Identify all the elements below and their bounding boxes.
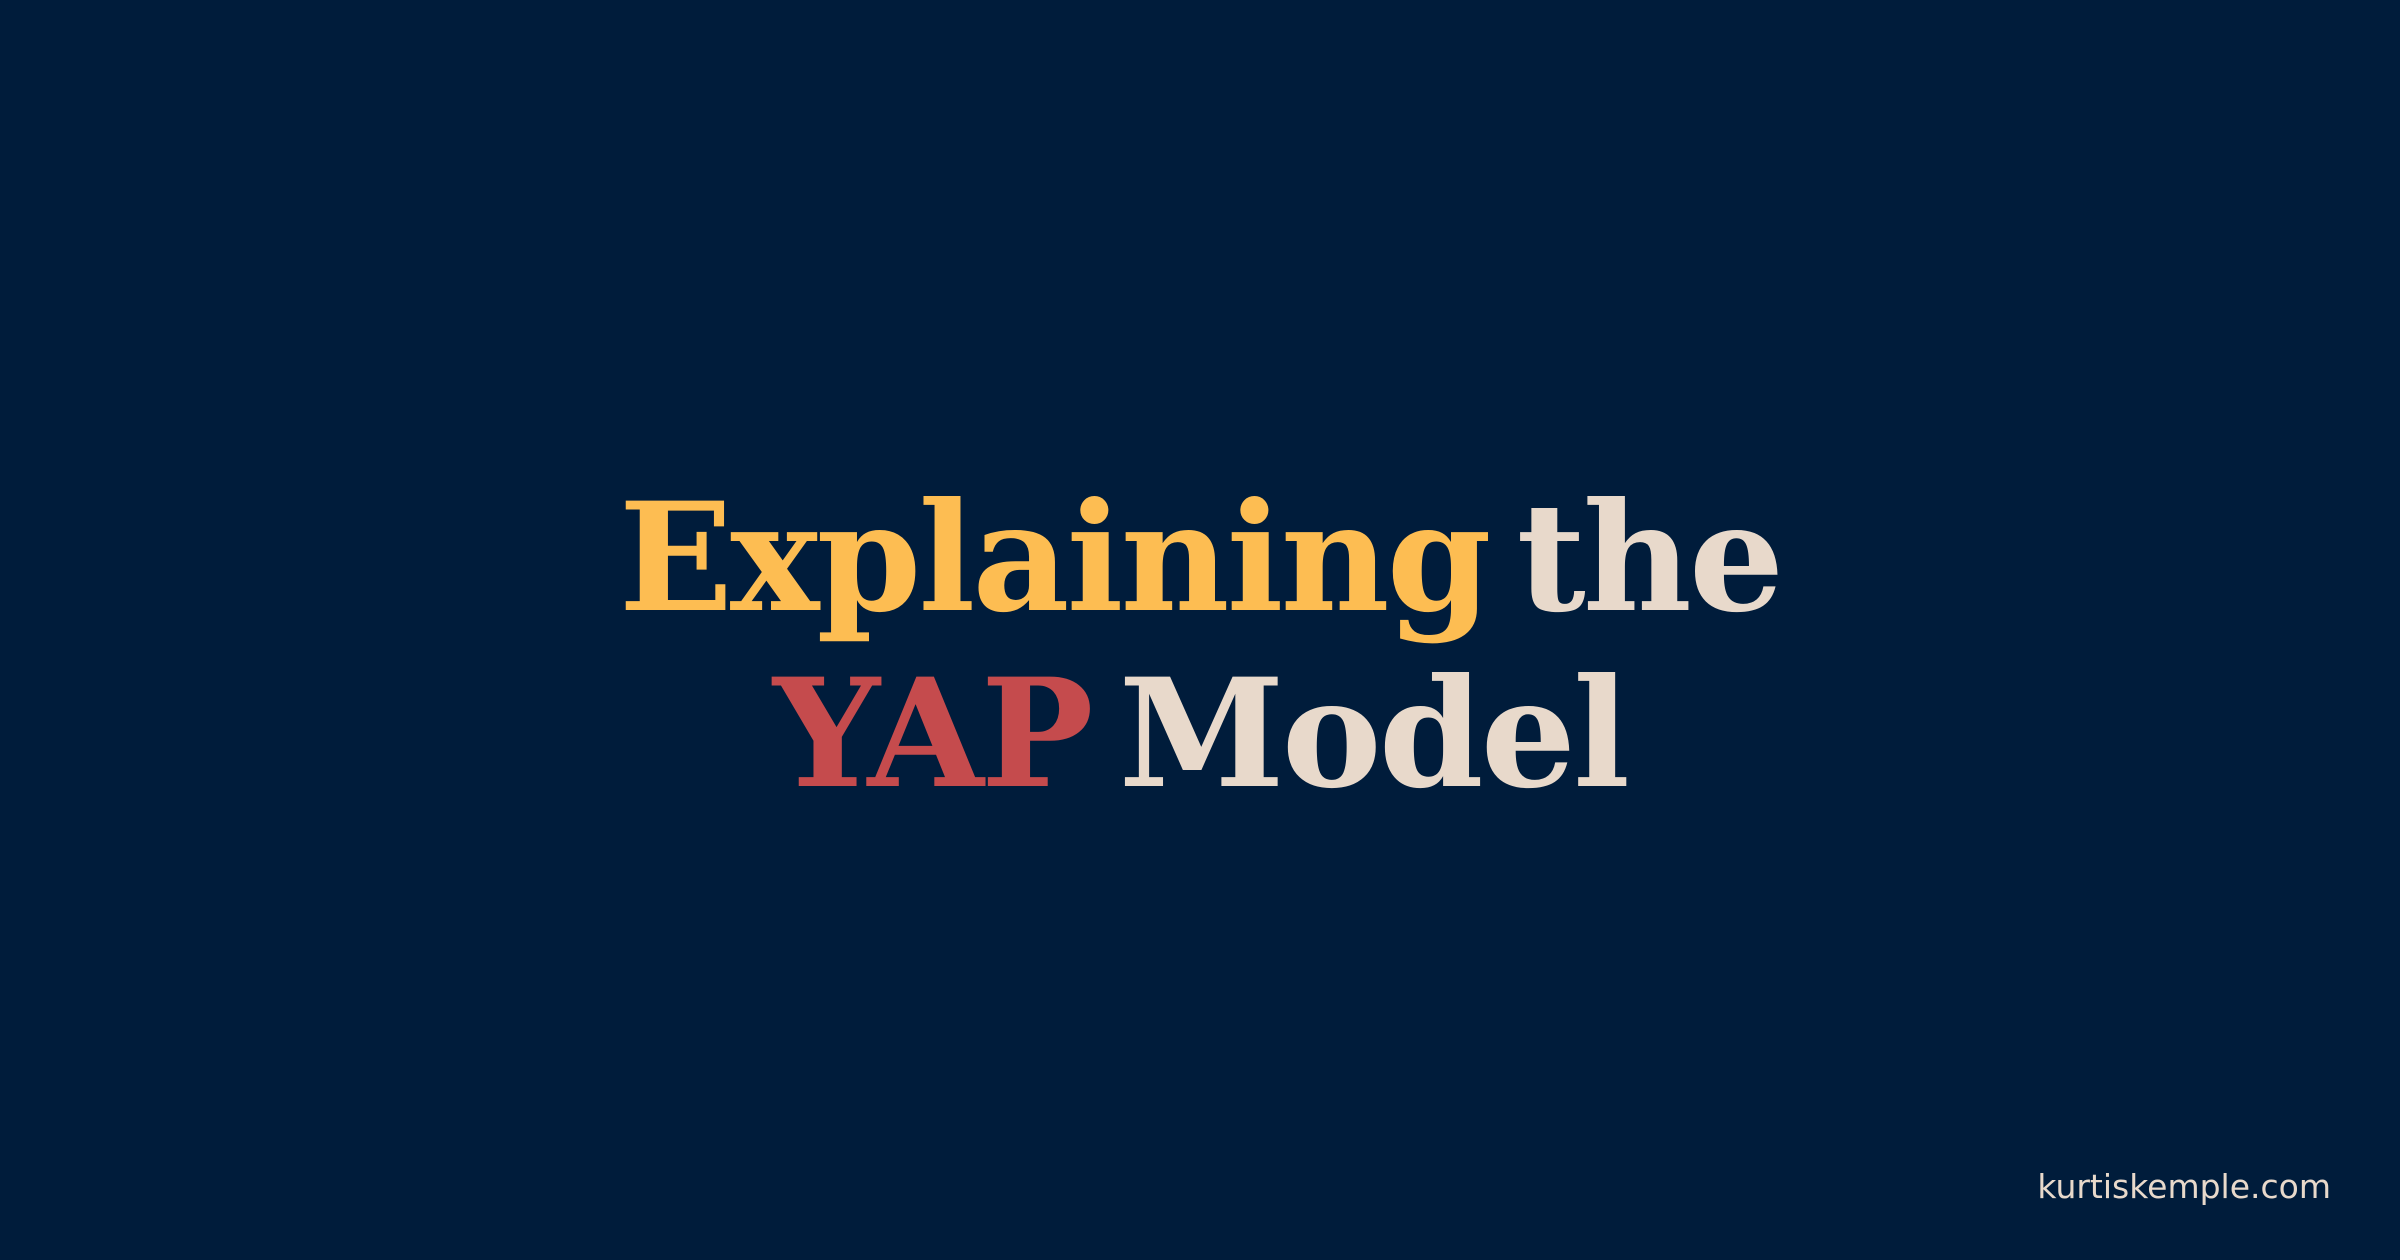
- site-url: kurtiskemple.com: [2037, 1167, 2331, 1206]
- title-word-explaining: Explaining: [618, 470, 1492, 646]
- title-word-model: Model: [1118, 646, 1630, 822]
- title-word-the: the: [1516, 470, 1785, 646]
- page-title: Explaining the YAP Model: [0, 470, 2400, 822]
- title-line-2: YAP Model: [0, 646, 2400, 822]
- title-word-yap: YAP: [772, 646, 1094, 822]
- title-line-1: Explaining the: [0, 470, 2400, 646]
